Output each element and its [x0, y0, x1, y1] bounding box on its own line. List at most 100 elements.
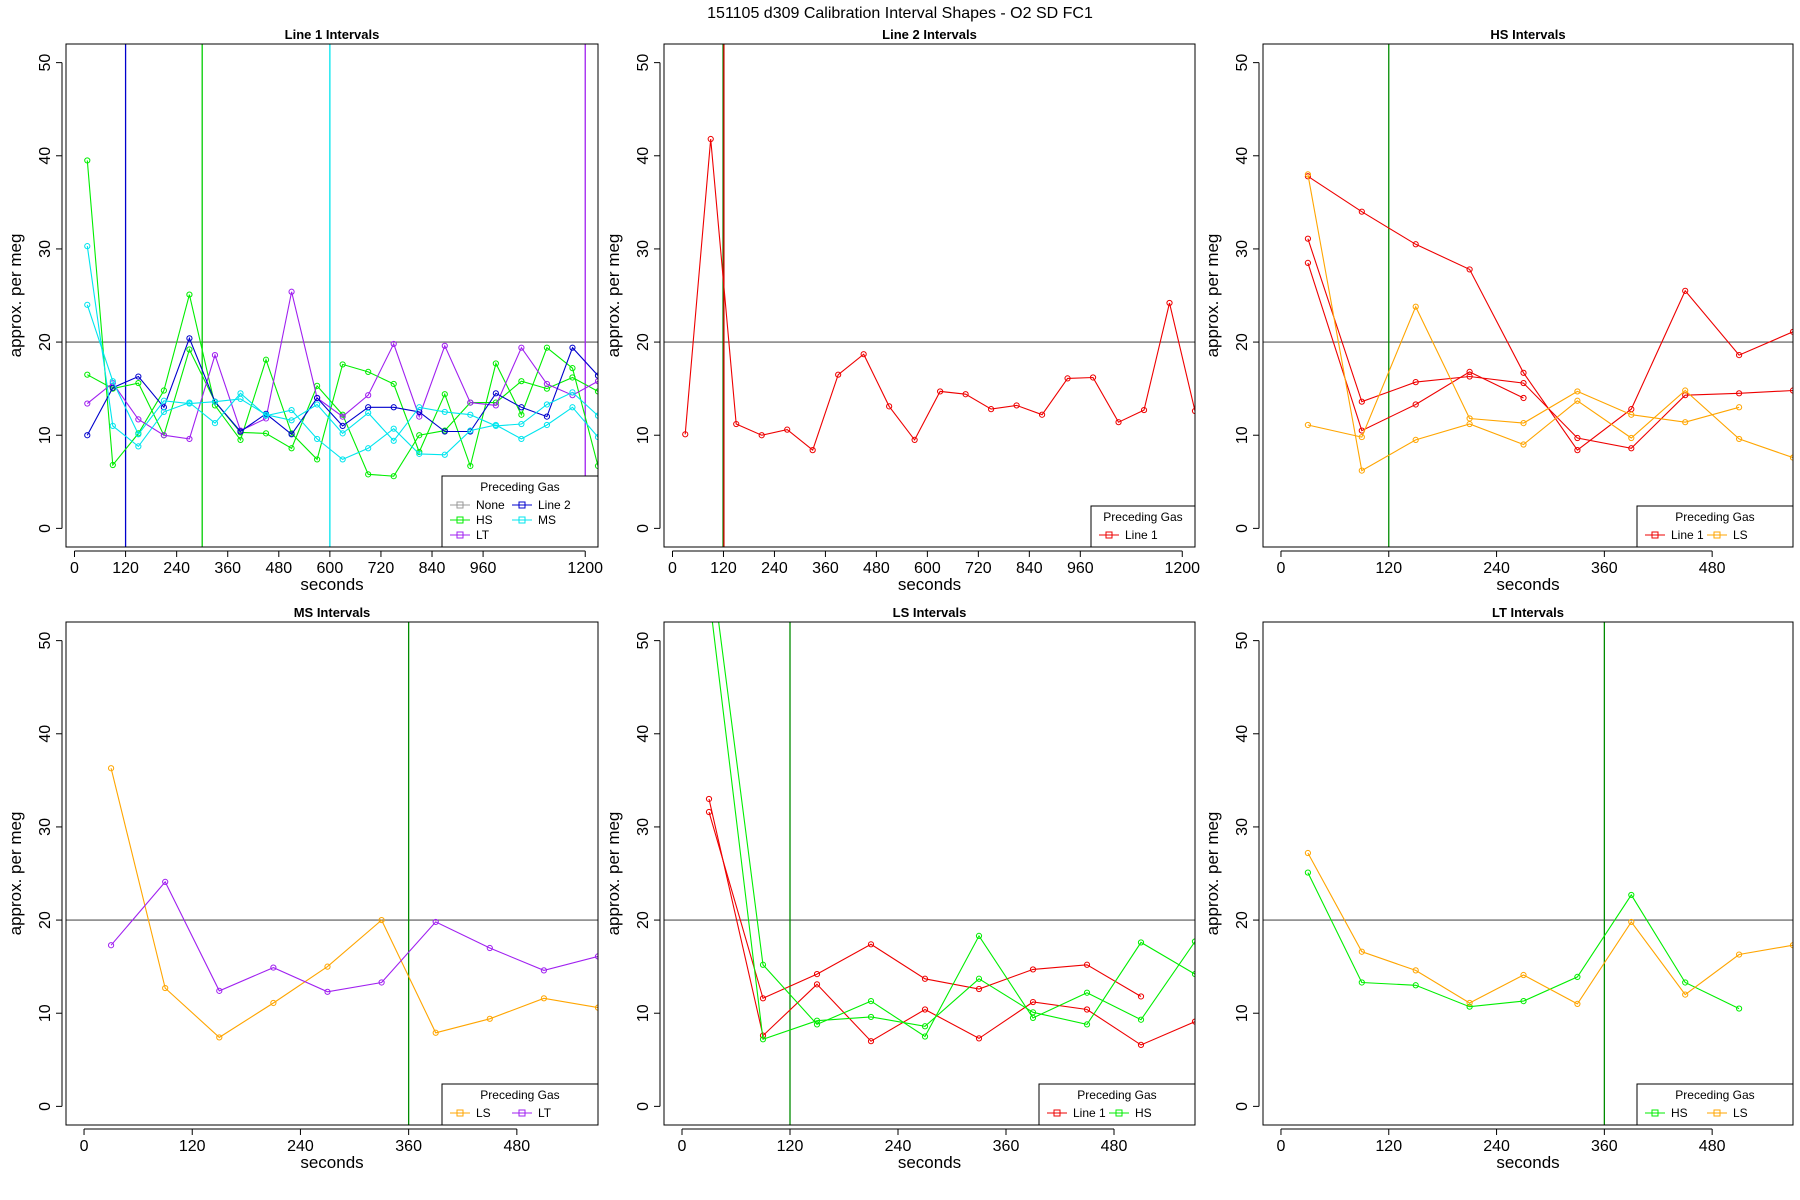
data-point — [1358, 398, 1365, 405]
data-point — [1682, 287, 1689, 294]
data-point — [1412, 436, 1419, 443]
data-point — [84, 301, 91, 308]
data-point — [390, 404, 397, 411]
data-point — [759, 1036, 767, 1043]
series-line-ls — [1307, 852, 1793, 1005]
data-point — [1789, 454, 1793, 461]
x-tick-label: 840 — [419, 560, 446, 577]
data-point — [569, 374, 576, 381]
x-axis-label: seconds — [898, 1153, 961, 1172]
data-point — [1064, 375, 1071, 382]
y-axis-label: approx. per meg — [1203, 812, 1222, 936]
data-point — [1466, 999, 1473, 1007]
x-tick-label: 360 — [993, 1138, 1020, 1155]
data-point — [365, 409, 372, 416]
y-tick-label: 50 — [37, 632, 54, 650]
series-line-line-1 — [708, 798, 1195, 1046]
legend-label: LS — [1733, 1106, 1748, 1120]
x-tick-label: 1200 — [567, 560, 603, 577]
y-tick-label: 30 — [635, 818, 652, 836]
data-point — [1574, 447, 1581, 454]
data-point — [886, 403, 893, 410]
y-axis-label: approx. per meg — [1203, 234, 1222, 358]
legend-label: Line 1 — [1125, 528, 1158, 542]
data-point — [160, 408, 167, 416]
data-point — [1574, 388, 1581, 395]
data-point — [518, 378, 525, 385]
data-point — [416, 408, 423, 416]
x-tick-label: 240 — [1483, 560, 1510, 577]
x-tick-label: 240 — [163, 560, 190, 577]
data-point — [1412, 982, 1419, 989]
legend-box — [1636, 505, 1794, 548]
plot-area — [66, 622, 598, 1125]
legend-title: Preceding Gas — [1675, 510, 1754, 524]
data-point — [135, 443, 142, 450]
data-point — [492, 390, 499, 397]
data-point — [1083, 1021, 1091, 1028]
data-point — [160, 397, 167, 404]
data-point — [975, 975, 983, 982]
legend-label: LT — [476, 528, 490, 542]
data-point — [733, 420, 740, 428]
data-point — [543, 380, 551, 388]
chart-panel-5: LS Intervals 0 120 240 360 480 seconds 0 10 20 30 4… — [604, 605, 1196, 1172]
y-tick-label: 50 — [1234, 54, 1251, 72]
series-line-ms — [86, 304, 598, 442]
data-point — [160, 404, 167, 411]
data-point — [186, 346, 193, 353]
series-line-ls — [1307, 305, 1740, 438]
data-point — [1574, 434, 1581, 442]
data-point — [262, 430, 270, 437]
data-point — [705, 795, 713, 803]
data-point — [1140, 406, 1148, 414]
panel-title: LT Intervals — [1492, 605, 1564, 620]
data-point — [135, 373, 142, 380]
data-point — [1412, 401, 1419, 408]
data-point — [135, 431, 142, 438]
data-point — [416, 404, 423, 411]
y-tick-label: 10 — [1234, 1004, 1251, 1022]
data-point — [1137, 939, 1145, 946]
data-point — [540, 967, 547, 974]
x-tick-label: 240 — [287, 1138, 314, 1155]
legend-label: HS — [1135, 1106, 1152, 1120]
panel-title: Line 1 Intervals — [285, 27, 380, 42]
data-point — [432, 918, 439, 926]
data-point — [1628, 891, 1635, 899]
data-point — [1358, 467, 1365, 474]
y-axis-label: approx. per meg — [604, 234, 623, 358]
panel-title: LS Intervals — [893, 605, 967, 620]
y-tick-label: 40 — [1234, 147, 1251, 165]
y-tick-label: 20 — [37, 333, 54, 351]
x-tick-label: 360 — [1591, 560, 1618, 577]
data-point — [339, 456, 346, 463]
data-point — [288, 288, 295, 295]
data-point — [467, 411, 474, 418]
data-point — [160, 432, 167, 439]
data-point — [416, 432, 423, 439]
data-point — [186, 335, 193, 342]
data-point — [867, 998, 875, 1005]
data-point — [1412, 967, 1419, 974]
chart-panel-3: HS Intervals 0 120 240 360 480 seconds 0 10 20 30 4… — [1203, 27, 1794, 594]
x-tick-label: 120 — [777, 1138, 804, 1155]
data-point — [758, 432, 765, 439]
x-tick-label: 0 — [1277, 560, 1286, 577]
data-point — [1628, 434, 1635, 442]
data-point — [594, 372, 598, 379]
legend-title: Preceding Gas — [1675, 1088, 1754, 1102]
data-point — [1520, 441, 1527, 448]
y-axis-label: approx. per meg — [6, 812, 25, 936]
data-point — [921, 1006, 929, 1013]
data-point — [237, 395, 244, 402]
data-point — [921, 1023, 929, 1030]
data-point — [1304, 171, 1312, 178]
legend-swatch-marker — [1105, 531, 1113, 539]
plot-area — [664, 44, 1195, 547]
series-line-ls — [110, 768, 598, 1039]
y-tick-label: 40 — [37, 147, 54, 165]
data-point — [314, 401, 321, 408]
series-line-line-1 — [1307, 175, 1793, 451]
figure-title: 151105 d309 Calibration Interval Shapes … — [707, 5, 1093, 22]
